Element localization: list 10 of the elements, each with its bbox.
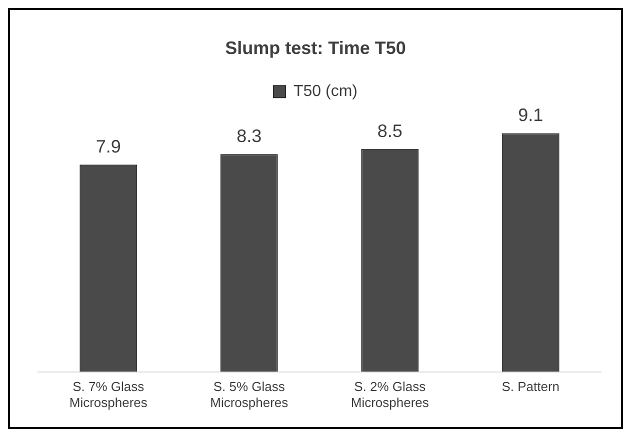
data-label: 8.3 [236,126,262,146]
x-tick-label: S. 5% Glass Microspheres [210,379,289,410]
chart-title: Slump test: Time T50 [225,38,406,58]
data-label: 8.5 [377,120,402,141]
legend-label: T50 (cm) [294,83,358,100]
x-tick-label: S. Pattern [502,379,560,394]
data-label: 9.1 [518,105,544,126]
x-tick-label: S. 2% Glass Microspheres [350,379,430,410]
x-tick-label: S. 7% Glass Microspheres [69,379,148,410]
data-label: 7.9 [96,136,121,157]
